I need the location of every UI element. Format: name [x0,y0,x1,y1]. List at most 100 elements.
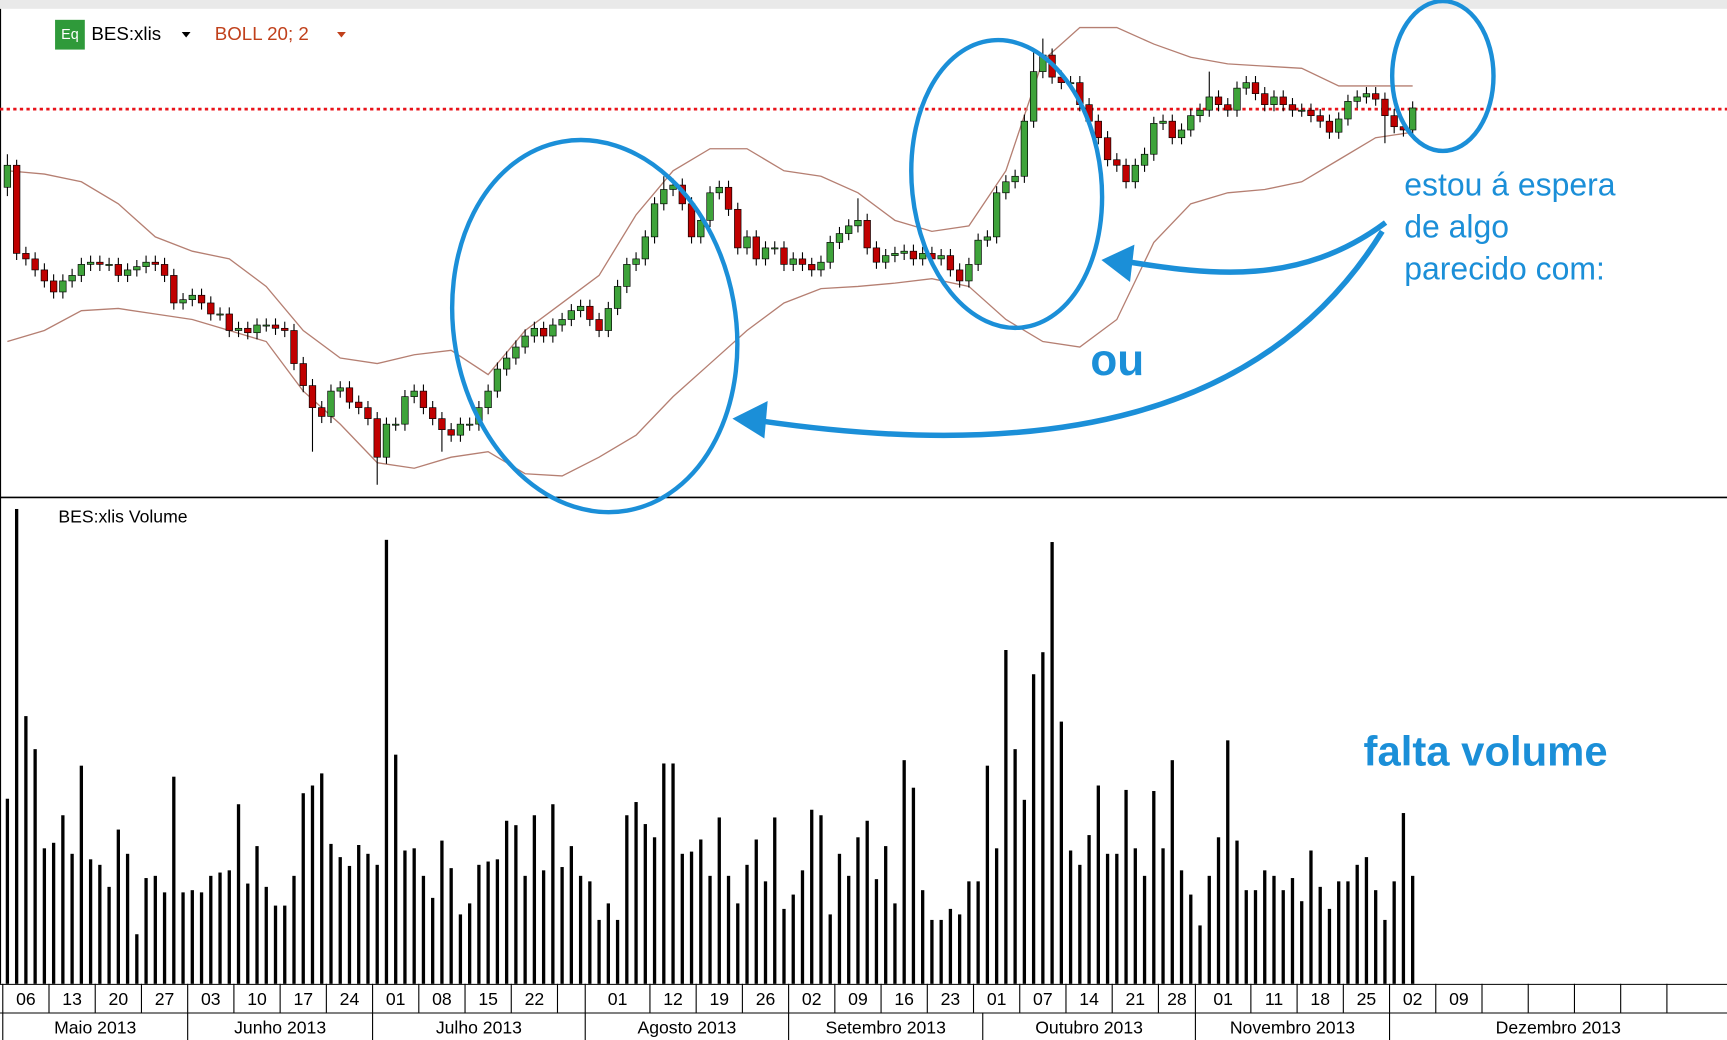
volume-bar [1411,875,1415,984]
candle-body [826,242,834,263]
candle-body [308,385,317,408]
candle-body [761,247,770,260]
month-label: Junho 2013 [234,1018,326,1038]
volume-bar [1189,894,1193,984]
candle-body [1279,96,1287,105]
volume-bar [1226,740,1230,984]
volume-bar [1318,886,1322,984]
volume-bar [810,809,814,984]
x-tick-label: 23 [941,989,961,1009]
volume-bar [301,793,305,984]
candle-body [817,261,825,271]
candle-body [438,418,446,430]
volume-bar [541,870,546,984]
volume-bar [412,848,416,984]
volume-bar [236,804,241,984]
volume-bar [578,875,583,984]
volume-bar [514,825,518,984]
volume-bar [1346,881,1350,984]
candle-body [549,324,557,337]
symbol-badge [55,19,85,50]
x-tick-label: 28 [1167,989,1187,1009]
candle-body [1205,96,1213,111]
candle-body [59,280,67,293]
x-tick-label: 11 [1265,989,1283,1009]
candle-body [86,261,95,265]
volume-bar [1364,857,1369,984]
volume-bar [264,886,268,984]
candle-body [318,407,326,417]
symbol-badge-text: Eq [61,27,79,43]
volume-bar [227,870,231,984]
x-tick-label: 08 [432,989,452,1009]
volume-bar [1355,864,1359,984]
volume-bar [172,776,176,984]
arrow [1122,220,1388,275]
volume-bar [736,903,740,984]
x-tick-label: 16 [894,989,914,1009]
candle-body [604,308,612,331]
candle-body [512,346,520,359]
candle-body [919,253,927,260]
candle-body [31,258,39,271]
volume-bar [338,857,342,984]
dropdown-arrow[interactable] [337,31,346,38]
candle-body [1214,96,1223,105]
candle-body [429,407,437,419]
volume-bar [680,853,684,984]
candle-body [1335,118,1343,133]
volume-bar [1096,785,1100,984]
volume-bar [791,894,795,984]
volume-bar [606,903,610,984]
annotation: parecido com: [1404,250,1605,286]
volume-bar [1087,835,1091,984]
candle-body [1353,96,1361,102]
candle-body [882,255,890,263]
candle-body [595,319,603,331]
volume-bar [1142,875,1147,984]
candle-body [142,261,150,267]
month-label: Julho 2013 [436,1018,522,1038]
candle-body [1381,98,1389,117]
legend-bands[interactable]: BOLL 20; 2 [215,23,309,44]
candle-body [946,255,955,271]
volume-bar [42,848,47,984]
volume-bar [1198,925,1202,984]
volume-bar [662,763,666,984]
volume-bar [5,798,10,984]
candle-body [503,357,511,370]
volume-bar [1179,870,1184,984]
x-tick-label: 02 [1403,989,1423,1009]
candle-body [1316,115,1324,122]
x-tick-label: 14 [1079,989,1099,1009]
volume-bar [107,886,111,984]
candle-body [22,253,30,260]
candle-body [1140,153,1149,166]
candle-body [151,261,159,265]
arrow-head [732,401,768,439]
candle-body [808,264,816,271]
volume-bar [329,843,333,984]
candle-body [567,310,575,320]
volume-bar [1272,875,1276,984]
candle-body [909,250,918,260]
volume-bar [421,875,426,984]
legend-symbol[interactable]: BES:xlis [91,23,161,44]
candle-body [613,286,622,309]
volume-bar [199,892,204,984]
volume-bar [994,848,999,984]
candle-body [401,396,409,425]
candle-body [493,368,502,392]
candle-body [835,233,844,243]
candle-body [1298,109,1306,112]
candle-body [1131,164,1139,183]
candle-body [456,423,465,436]
volume-bar [255,846,259,984]
marks: 06 13 20 27 03 10 17 24 01 08 15 22 01 12 19 26 02 09 16 23… [0,26,1727,1040]
volume-bar [652,837,657,984]
candle-body [13,164,21,254]
dropdown-arrow[interactable] [181,31,191,38]
candle-body [234,327,243,331]
candle-body [216,313,224,316]
